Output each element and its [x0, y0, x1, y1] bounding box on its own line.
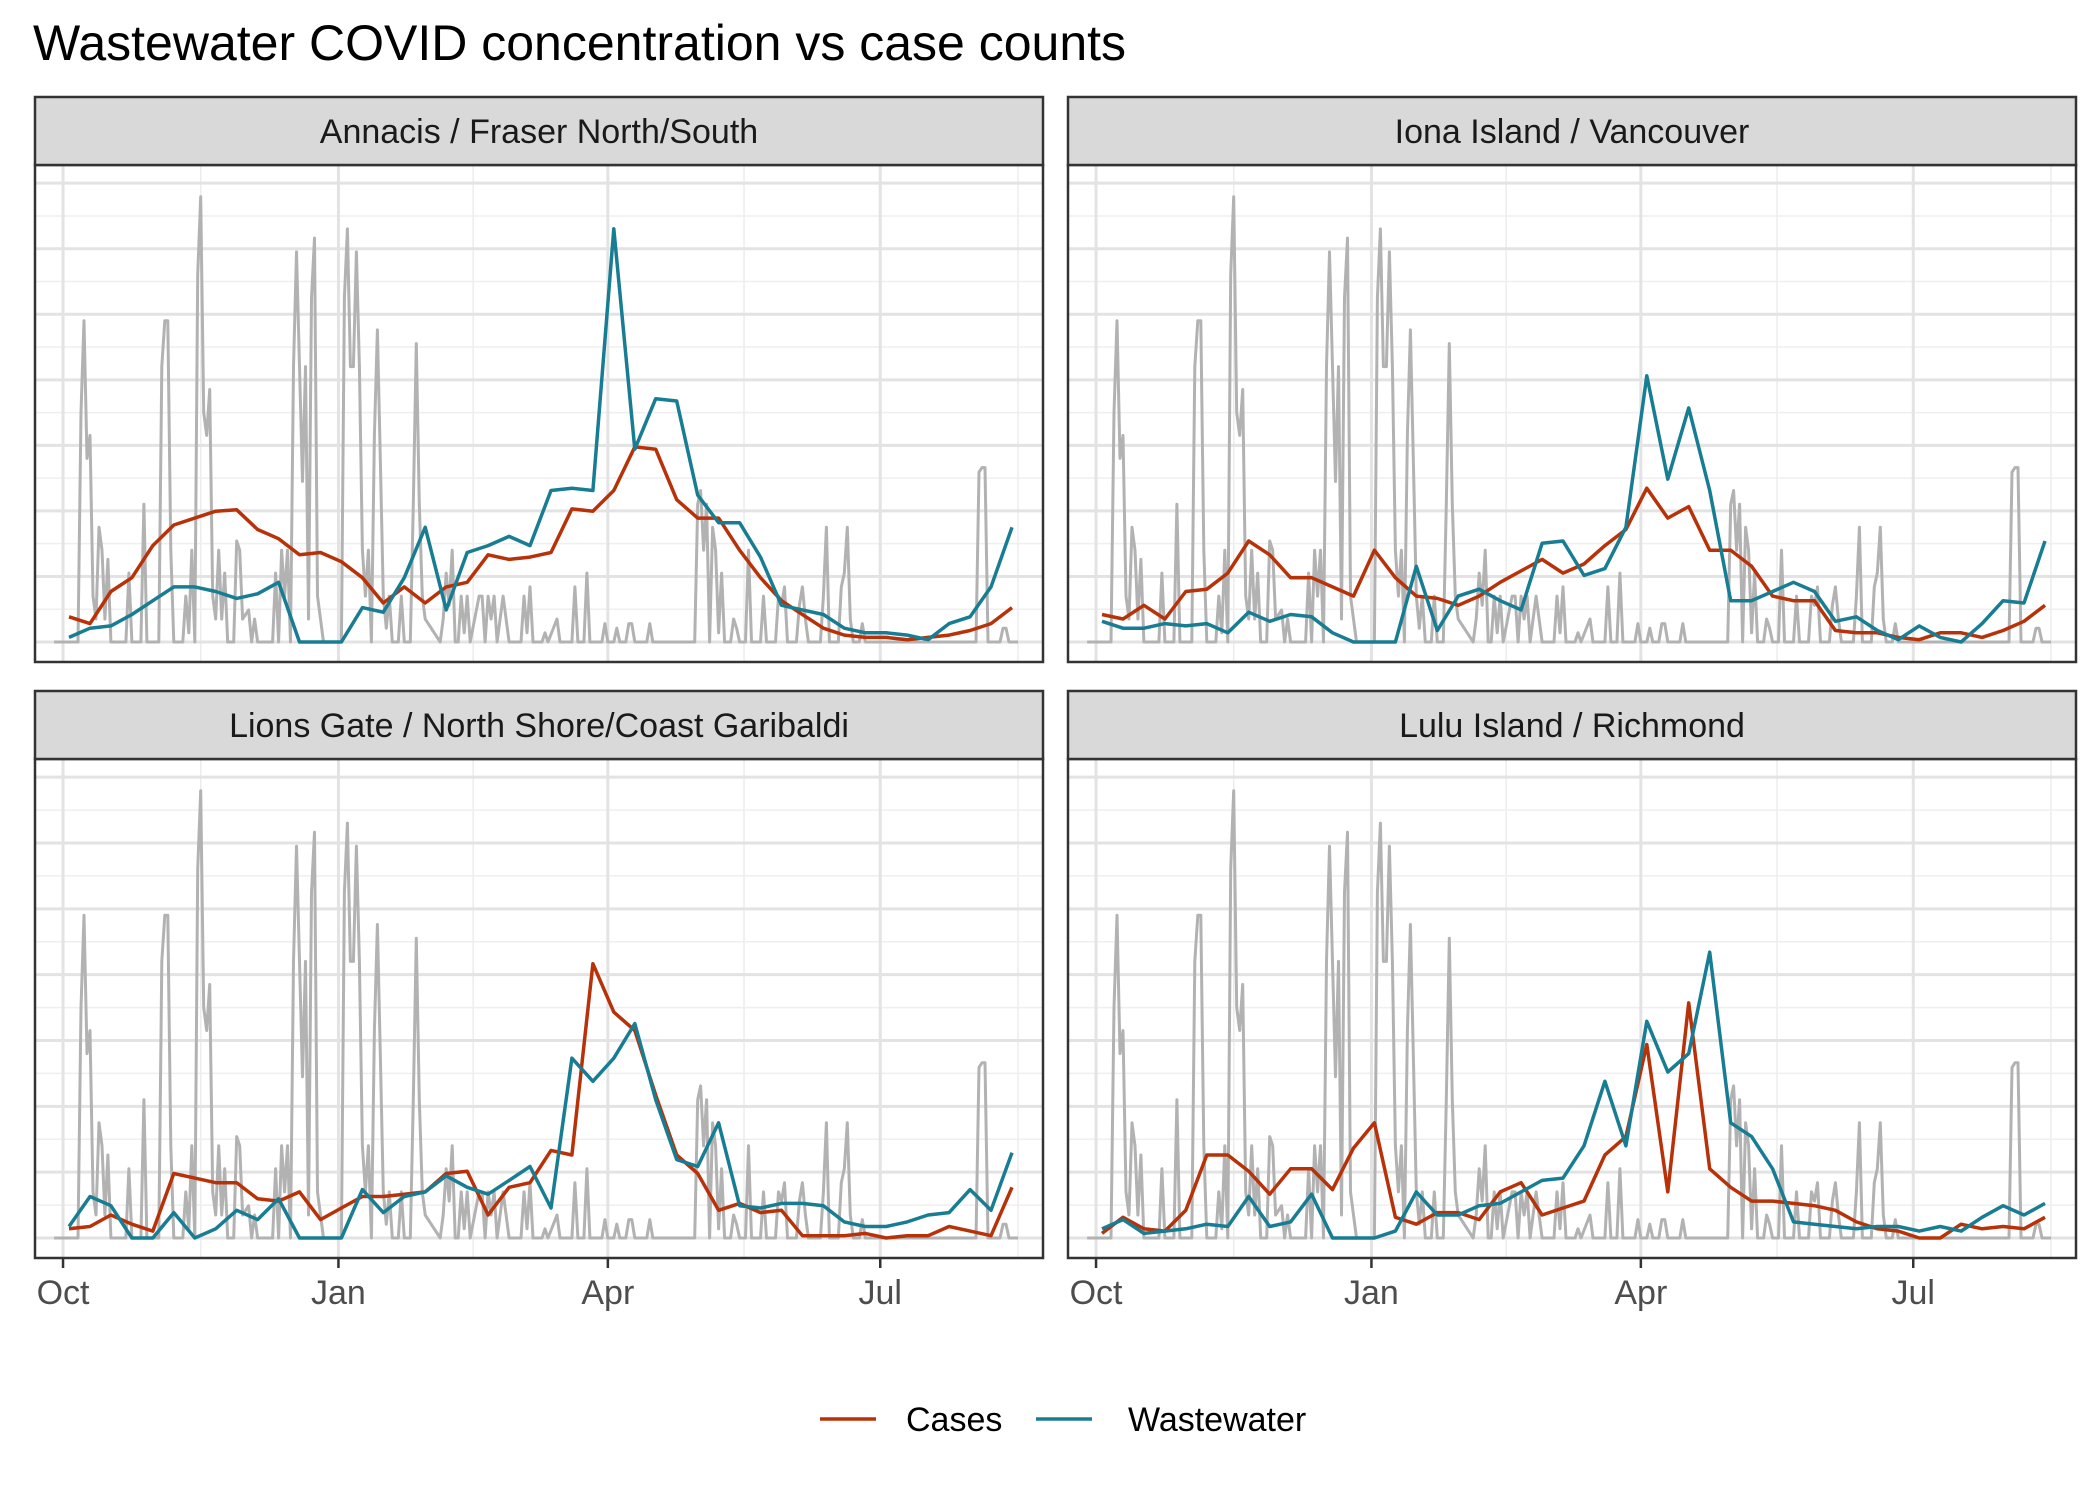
facet-panel: Iona Island / Vancouver: [1066, 95, 2078, 664]
facet-strip-label: Iona Island / Vancouver: [1395, 113, 1750, 151]
facet-strip-label: Lions Gate / North Shore/Coast Garibaldi: [229, 707, 849, 745]
legend-label-cases: Cases: [906, 1401, 1002, 1439]
panel-background: [1068, 759, 2076, 1258]
facet-strip: [33, 95, 1045, 167]
x-tick-label: Jan: [311, 1274, 366, 1312]
facet-strip: [1066, 689, 2078, 761]
series-line-wastewater: [67, 1021, 1014, 1240]
series-line-wastewater: [68, 227, 1014, 644]
series-line-cases: [68, 445, 1014, 642]
series-line-cases: [1100, 1001, 2046, 1240]
series-line-cases: [68, 961, 1014, 1240]
x-tick-label: Apr: [581, 1274, 634, 1312]
facet-strip: [1066, 95, 2078, 167]
panel-background: [1068, 165, 2076, 662]
x-tick-label: Jul: [1892, 1274, 1935, 1312]
facet-panel: Lions Gate / North Shore/Coast Garibaldi…: [33, 689, 1045, 1312]
background-series-line: [54, 789, 1018, 1240]
series-line-wastewater: [1101, 950, 2046, 1240]
facet-panel: Annacis / Fraser North/South: [33, 95, 1045, 664]
background-series-line: [1087, 789, 2051, 1240]
x-tick-label: Jan: [1344, 1274, 1399, 1312]
facet-strip: [33, 689, 1045, 761]
legend-label-wastewater: Wastewater: [1128, 1401, 1306, 1439]
series-line-wastewater: [1101, 374, 2047, 644]
chart-title: Wastewater COVID concentration vs case c…: [33, 15, 1127, 71]
background-series-line: [1087, 195, 2051, 644]
facet-strip-label: Lulu Island / Richmond: [1399, 707, 1745, 745]
facet-strip-label: Annacis / Fraser North/South: [320, 113, 758, 151]
facet-panel: Lulu Island / Richmond Oct Jan Apr Jul: [1066, 689, 2078, 1312]
x-tick-label: Oct: [1070, 1274, 1123, 1312]
x-tick-label: Jul: [859, 1274, 902, 1312]
x-tick-label: Apr: [1614, 1274, 1667, 1312]
background-series-line: [54, 195, 1018, 644]
x-tick-label: Oct: [37, 1274, 90, 1312]
legend: Cases Wastewater: [820, 1401, 1306, 1439]
